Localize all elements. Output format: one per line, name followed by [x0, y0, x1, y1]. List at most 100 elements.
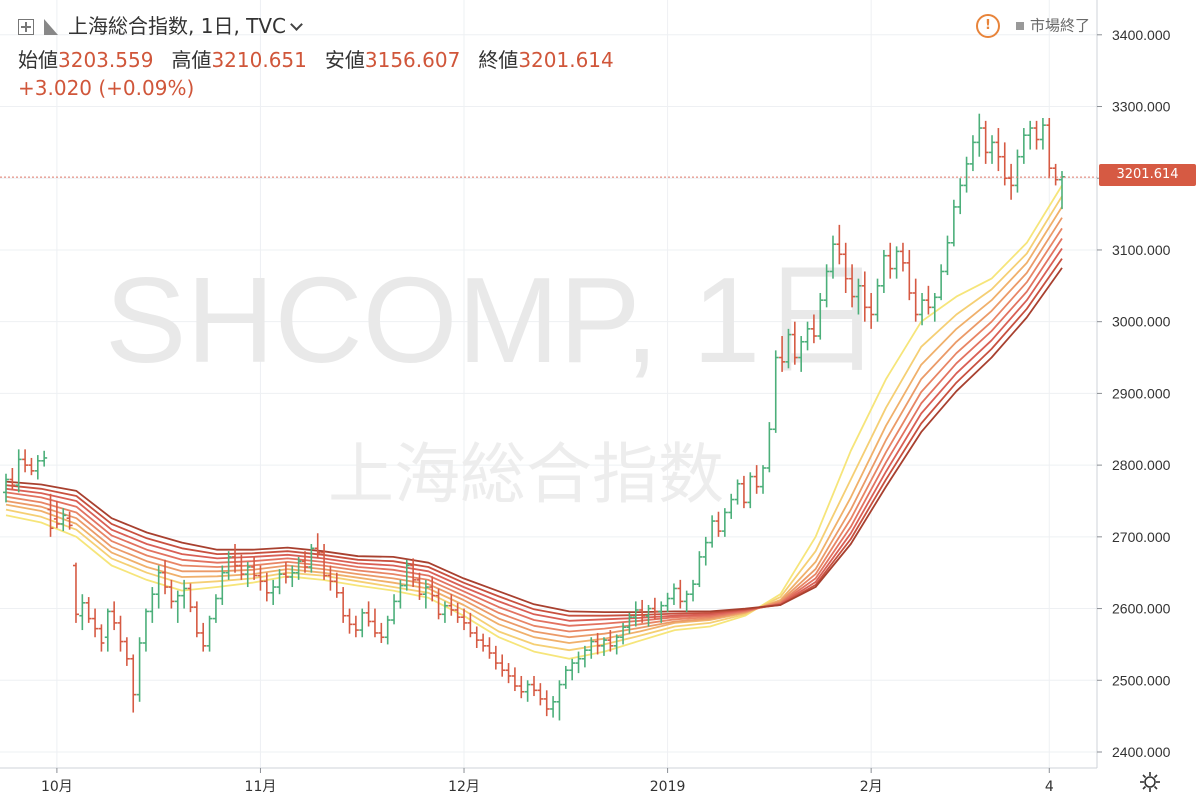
ohlc-bar [467, 612, 474, 638]
ohlc-bar [193, 601, 200, 638]
ohlc-bar [212, 594, 219, 623]
time-axis[interactable]: 10月11月12月20192月44月5. [0, 767, 1202, 795]
price-axis[interactable]: 2400.000 2500.000 2600.000 2700.000 2800.000… [1096, 0, 1171, 768]
ohlc-bar [391, 594, 398, 625]
settings-gear-icon[interactable] [1139, 771, 1161, 793]
ma-line [5, 258, 1063, 617]
time-tick-label: 11月 [245, 779, 277, 795]
ohlc-bar [690, 579, 697, 602]
ohlc-bar [149, 587, 156, 623]
ohlc-bar [594, 632, 601, 655]
ohlc-bar [588, 637, 595, 659]
open-label: 始値 [18, 48, 58, 72]
ohlc-bar [282, 561, 289, 584]
ohlc-bar [810, 314, 817, 344]
ohlc-bar [155, 565, 162, 609]
ohlc-bar [575, 651, 582, 674]
ohlc-bar [454, 602, 461, 623]
ohlc-bar [492, 645, 499, 670]
close-label: 終値 [478, 48, 519, 72]
ohlc-bar [72, 562, 79, 623]
ohlc-bar [314, 533, 321, 559]
ohlc-bar [480, 633, 487, 652]
ohlc-bar [1020, 128, 1027, 164]
ohlc-bar [957, 178, 964, 215]
ohlc-bar [543, 690, 550, 717]
ohlc-bar [181, 579, 188, 609]
ohlc-bar [333, 572, 340, 598]
open-value: 3203.559 [58, 48, 154, 72]
ohlc-bar [111, 601, 118, 631]
ohlc-bar [569, 658, 576, 681]
ohlc-bar [785, 328, 792, 369]
add-symbol-icon[interactable] [18, 19, 34, 35]
symbol-title[interactable]: 上海総合指数, 1日, TVC [68, 14, 287, 38]
ohlc-bar [295, 556, 302, 580]
ohlc-bar [92, 608, 99, 638]
ohlc-bar [747, 472, 754, 509]
ohlc-bar [989, 135, 996, 164]
ohlc-bar [804, 321, 811, 351]
ohlc-bar [766, 422, 773, 473]
ohlc-bar [817, 292, 824, 340]
ohlc-bar [651, 597, 658, 620]
ohlc-bar [829, 235, 836, 279]
ohlc-bar [53, 500, 60, 529]
ohlc-bar [639, 599, 646, 623]
ohlc-bar [1052, 163, 1059, 186]
ohlc-bar [340, 587, 347, 623]
ohlc-bar [219, 565, 226, 605]
ohlc-bar [308, 544, 315, 573]
ohlc-bar [3, 473, 9, 503]
change-value: +3.020 (+0.09%) [18, 76, 195, 100]
ohlc-bar [505, 663, 512, 684]
high-value: 3210.651 [211, 48, 307, 72]
ohlc-bar [715, 511, 722, 537]
ma-line [5, 217, 1063, 639]
ohlc-bar [200, 622, 207, 652]
ohlc-bar [47, 493, 54, 537]
ohlc-bar [416, 572, 423, 600]
ohlc-bar [1027, 120, 1034, 150]
ohlc-bar [34, 455, 41, 480]
time-tick-label: 2019 [650, 779, 686, 795]
ohlc-bar [531, 675, 537, 697]
ohlc-bar [60, 508, 67, 532]
ohlc-bar [365, 601, 372, 627]
ohlc-bar [562, 665, 569, 689]
chevron-down-icon[interactable] [290, 18, 303, 31]
ohlc-bar [931, 292, 938, 322]
ohlc-bar [670, 583, 677, 605]
price-tick-label: 2400.000 [1112, 744, 1171, 760]
ohlc-bar [664, 592, 671, 613]
ohlc-bar [919, 292, 926, 326]
ohlc-bar [1046, 117, 1053, 179]
price-tick-label: 3400.000 [1112, 27, 1171, 43]
low-value: 3156.607 [364, 48, 461, 72]
price-tick-label: 2500.000 [1112, 672, 1171, 688]
ohlc-bar [352, 615, 359, 638]
ohlc-bar [709, 515, 716, 548]
ohlc-bar [753, 465, 760, 494]
price-tick-label: 2600.000 [1112, 601, 1171, 617]
ohlc-bar [422, 579, 429, 609]
ohlc-bar [410, 558, 417, 588]
ohlc-bar [461, 608, 468, 631]
ohlc-bar [683, 590, 690, 613]
ohlc-bar [887, 242, 894, 279]
ohlc-bar [301, 551, 308, 573]
ohlc-bar [28, 457, 35, 476]
ohlc-bar [893, 246, 900, 279]
ohlc-bar [772, 350, 779, 433]
ohlc-bar [41, 450, 48, 467]
market-status[interactable]: ! 市場終了 [975, 14, 1090, 38]
flag-icon[interactable] [44, 19, 58, 35]
ohlc-bar [511, 667, 518, 692]
price-tick-label: 3000.000 [1112, 314, 1171, 330]
ohlc-bar [620, 622, 627, 645]
ohlc-bar [600, 637, 607, 656]
ohlc-bar [842, 242, 849, 293]
ohlc-bar [982, 120, 989, 164]
warning-icon[interactable]: ! [975, 14, 1000, 38]
